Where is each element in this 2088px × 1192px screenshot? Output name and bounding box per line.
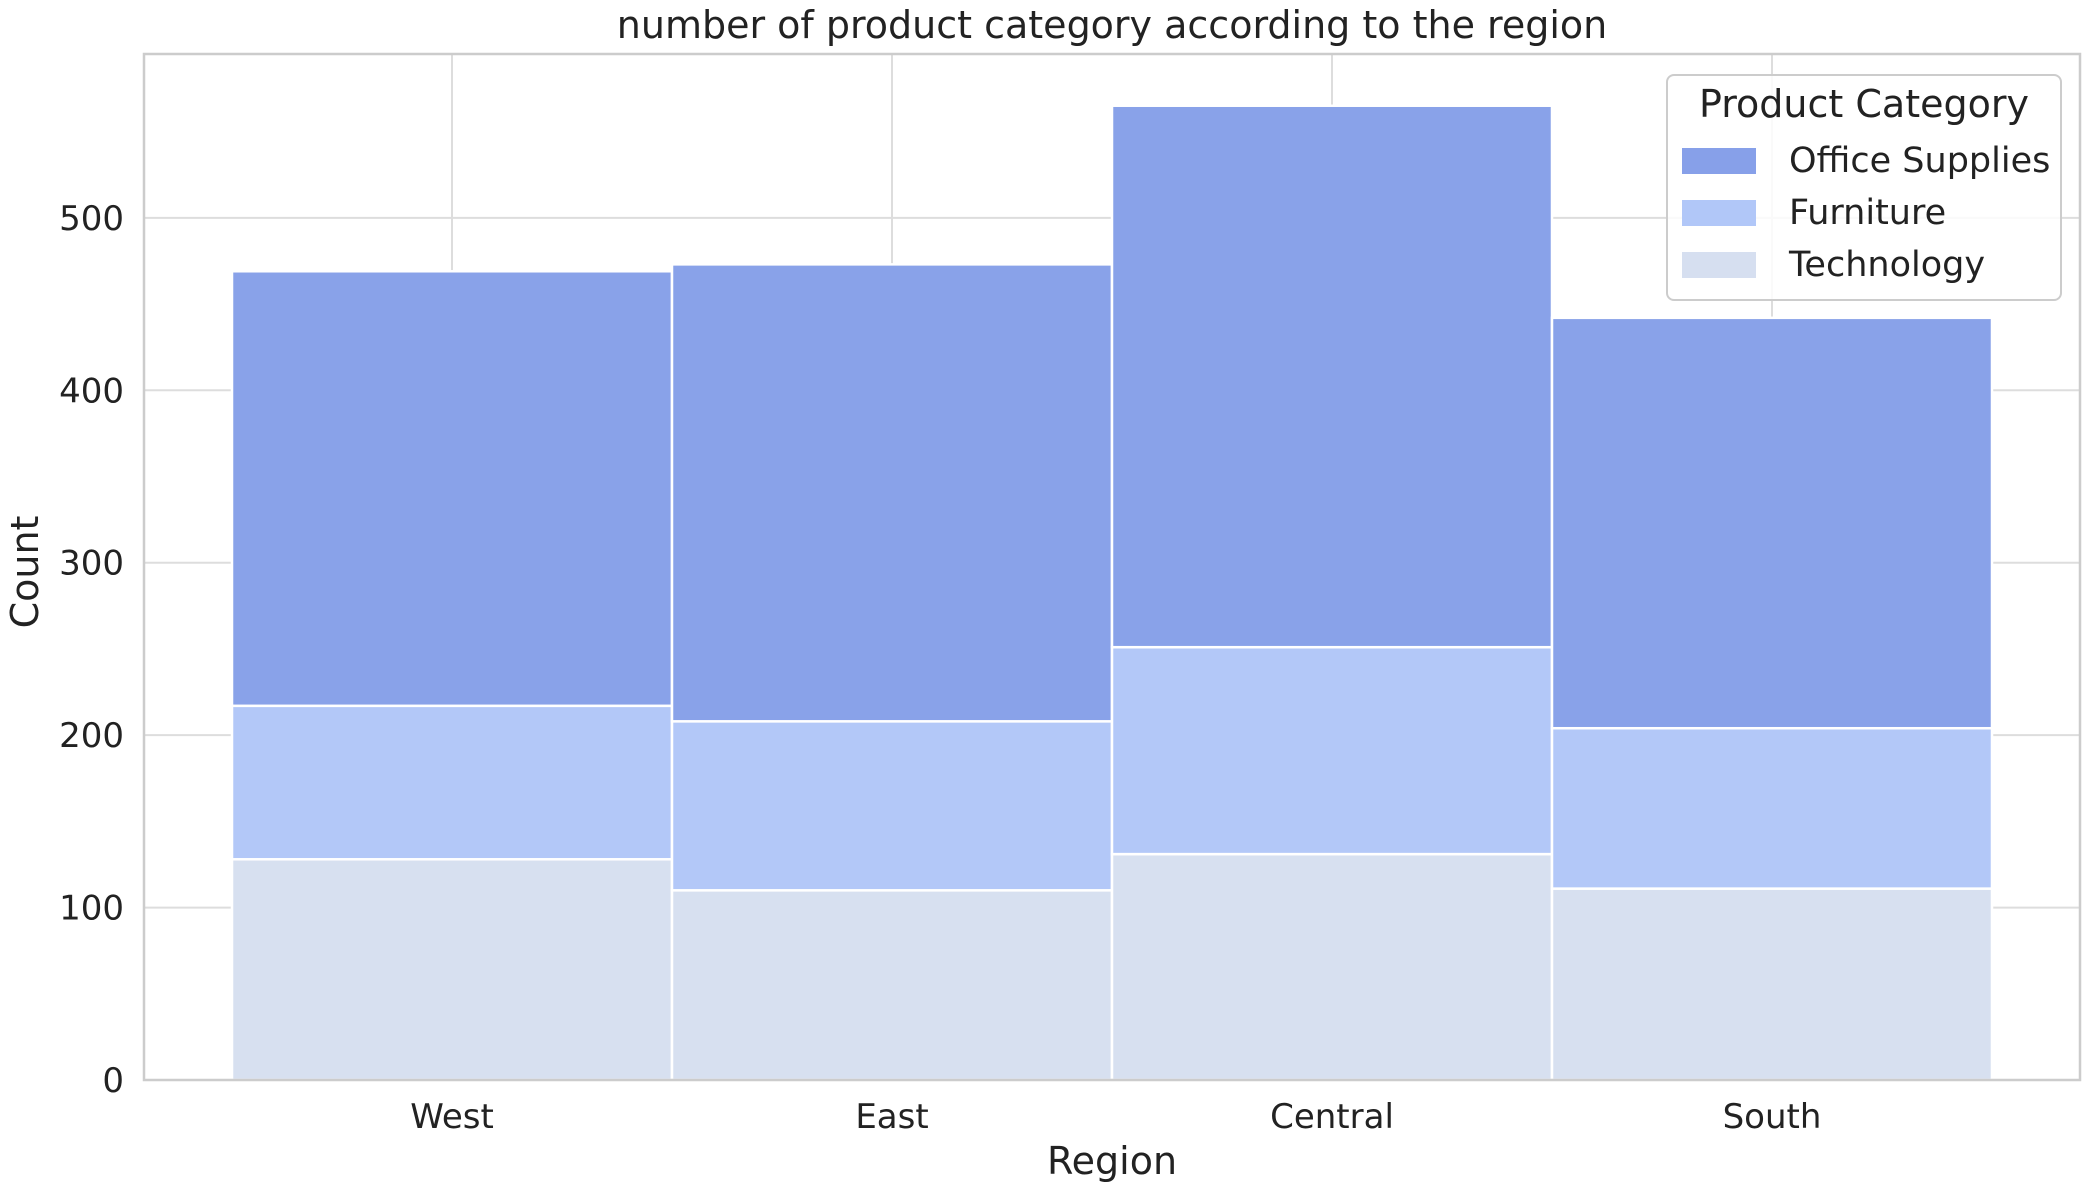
bar-furniture-central [1110, 645, 1554, 856]
y-tick-label: 300 [59, 544, 124, 584]
bar-office-supplies-south [1550, 316, 1994, 730]
bar-technology-west [230, 858, 674, 1082]
bar-furniture-east [670, 720, 1114, 892]
legend-swatch [1682, 200, 1756, 226]
chart-title: number of product category according to … [617, 3, 1607, 47]
x-tick-label: East [855, 1097, 928, 1137]
legend-swatch [1682, 148, 1756, 174]
x-tick-label: South [1723, 1097, 1822, 1137]
bar-office-supplies-central [1110, 104, 1554, 649]
legend: Product Category Office Supplies Furniture… [1666, 74, 2062, 301]
y-axis-label: Count [3, 516, 47, 629]
bar-furniture-south [1550, 726, 1994, 890]
legend-entry-label: Technology [1788, 245, 1985, 285]
bar-office-supplies-west [230, 270, 674, 708]
plot-border [142, 52, 2082, 1082]
bar-technology-east [670, 889, 1114, 1082]
bar-technology-south [1550, 887, 1994, 1082]
legend-entry-label: Furniture [1789, 193, 1946, 233]
bar-furniture-west [230, 704, 674, 861]
axes: 0 100 200 300 400 500 West East Central South [59, 52, 2082, 1137]
legend-box [1666, 74, 2062, 301]
y-tick-label: 500 [59, 199, 124, 239]
x-tick-label: Central [1270, 1097, 1394, 1137]
y-tick-label: 0 [102, 1061, 124, 1101]
bar-technology-central [1110, 852, 1554, 1082]
bar-office-supplies-east [670, 263, 1114, 723]
legend-swatch [1682, 252, 1756, 278]
x-tick-label: West [410, 1097, 494, 1137]
y-tick-label: 400 [59, 371, 124, 411]
legend-entry-label: Office Supplies [1789, 141, 2050, 181]
legend-title: Product Category [1699, 82, 2029, 126]
y-tick-label: 100 [59, 889, 124, 929]
y-tick-label: 200 [59, 716, 124, 756]
bars [230, 104, 1994, 1082]
x-axis-label: Region [1047, 1139, 1177, 1183]
